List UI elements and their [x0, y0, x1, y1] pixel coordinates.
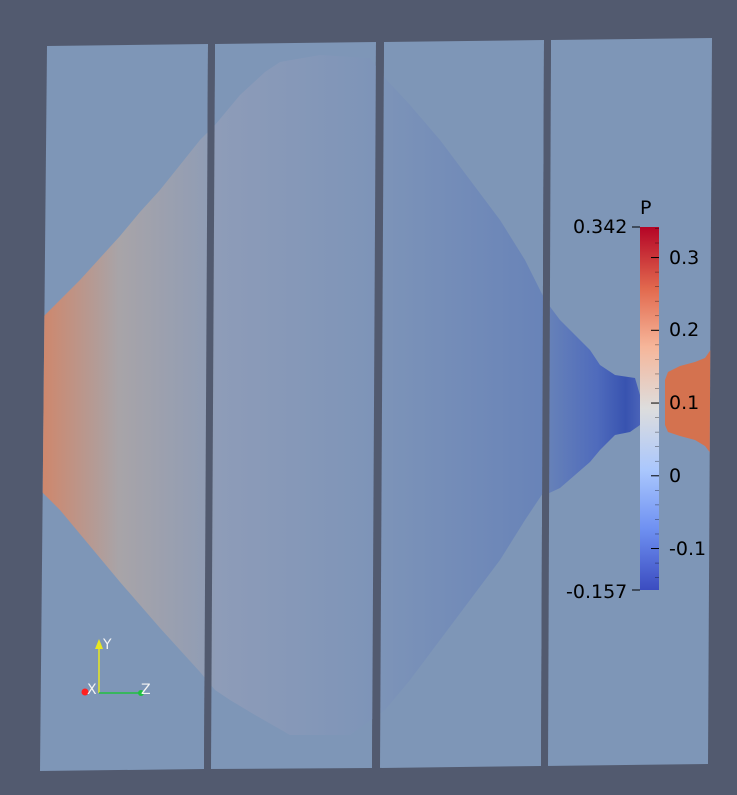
x-axis-tip-icon: [81, 688, 89, 696]
x-axis-label: X: [87, 682, 97, 698]
z-axis-tip-icon: [138, 690, 144, 696]
scalar-bar-tick-label: 0: [669, 464, 682, 487]
scalar-bar-gradient: [640, 227, 659, 590]
scalar-bar-tick-label: 0.3: [669, 246, 700, 269]
slab-gaps: [204, 40, 551, 769]
scalar-bar[interactable]: [632, 226, 659, 591]
high-pressure-patch: [665, 348, 712, 455]
scalar-bar-tick-label: 0.2: [669, 319, 700, 342]
y-axis-arrow-icon: [95, 639, 103, 649]
y-axis-label: Y: [103, 637, 112, 653]
low-pressure-cone: [545, 300, 640, 495]
orientation-axes[interactable]: [81, 639, 145, 696]
scalar-bar-title: P: [640, 197, 652, 219]
scalar-bar-tick-label: 0.1: [669, 392, 700, 415]
z-axis-label: Z: [141, 682, 151, 698]
scalar-bar-min-label: -0.157: [566, 581, 628, 603]
scalar-bar-tick-label: -0.1: [669, 537, 707, 560]
scalar-bar-ticks: [632, 226, 659, 591]
scalar-bar-max-label: 0.342: [573, 216, 628, 238]
left-cone: [40, 125, 215, 690]
